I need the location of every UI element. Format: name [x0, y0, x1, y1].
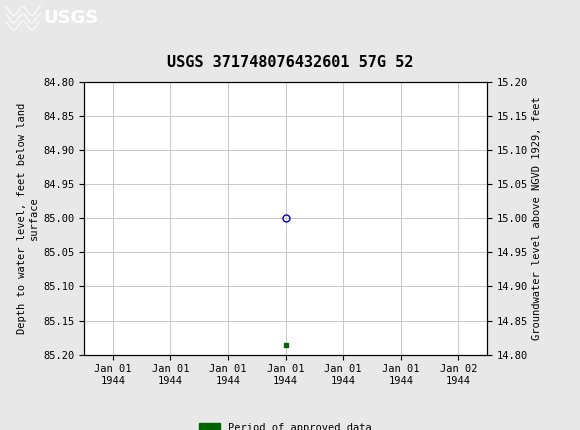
Text: USGS: USGS: [44, 9, 99, 27]
Y-axis label: Groundwater level above NGVD 1929, feet: Groundwater level above NGVD 1929, feet: [532, 96, 542, 340]
Text: USGS 371748076432601 57G 52: USGS 371748076432601 57G 52: [167, 55, 413, 70]
Legend: Period of approved data: Period of approved data: [195, 418, 376, 430]
Y-axis label: Depth to water level, feet below land
surface: Depth to water level, feet below land su…: [17, 103, 39, 334]
